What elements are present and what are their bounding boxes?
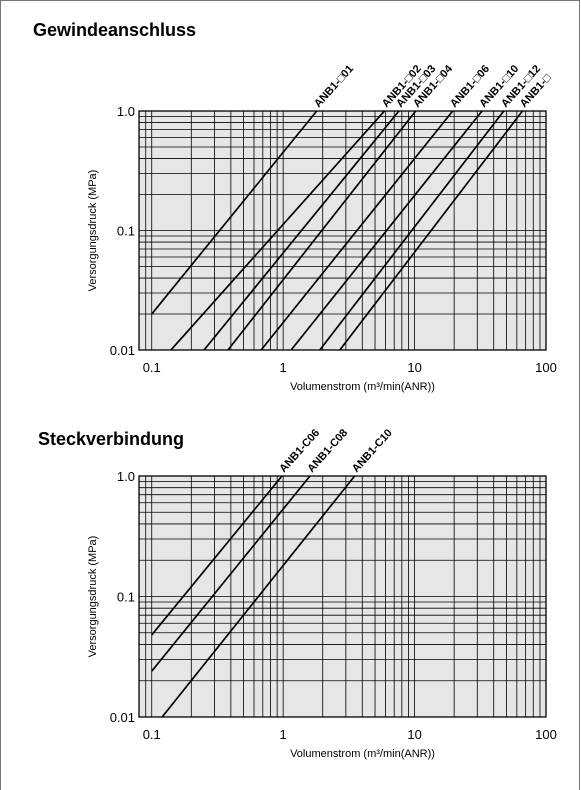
x-tick-label: 10 <box>407 360 421 375</box>
y-tick-label: 0.01 <box>110 343 135 358</box>
grid <box>139 110 547 351</box>
series-line <box>161 476 356 717</box>
chart-title-steckverbindung: Steckverbindung <box>38 429 185 449</box>
x-tick-label: 1 <box>280 360 287 375</box>
series-line <box>227 111 417 350</box>
series-line <box>151 476 283 636</box>
series-line <box>203 111 400 350</box>
x-tick-label: 10 <box>407 727 421 742</box>
plot-frame <box>138 475 547 718</box>
y-tick-label: 0.1 <box>117 224 135 239</box>
series-line <box>151 111 318 315</box>
series-line <box>339 111 524 350</box>
series-line <box>170 111 386 350</box>
y-tick-label: 0.01 <box>110 710 135 725</box>
series-label: ANB1-□01 <box>312 63 356 110</box>
chart-gewindeanschluss: ANB1-□01 ANB1-□02ANB1-□03ANB1-□04ANB1-□06… <box>87 62 557 393</box>
series-label: ANB1-C10 <box>350 427 395 475</box>
y-tick-label: 1.0 <box>117 104 135 119</box>
x-tick-label: 0.1 <box>143 727 161 742</box>
series-line <box>290 111 483 350</box>
grid <box>139 475 547 718</box>
x-axis-label: Volumenstrom (m³/min(ANR)) <box>290 748 435 760</box>
x-tick-label: 0.1 <box>143 360 161 375</box>
x-tick-label: 1 <box>280 727 287 742</box>
plot-frame <box>138 110 547 351</box>
chart-title-gewindeanschluss: Gewindeanschluss <box>33 20 197 40</box>
series-line <box>260 111 454 350</box>
y-tick-label: 0.1 <box>117 590 135 605</box>
series-line <box>319 111 505 350</box>
y-axis-label: Versorgungsdruck (MPa) <box>87 170 99 292</box>
series-line <box>151 476 311 672</box>
y-axis-label: Versorgungsdruck (MPa) <box>87 536 99 658</box>
x-tick-label: 100 <box>535 360 557 375</box>
x-tick-label: 100 <box>535 727 557 742</box>
x-axis-label: Volumenstrom (m³/min(ANR)) <box>290 381 435 393</box>
y-tick-label: 1.0 <box>117 469 135 484</box>
